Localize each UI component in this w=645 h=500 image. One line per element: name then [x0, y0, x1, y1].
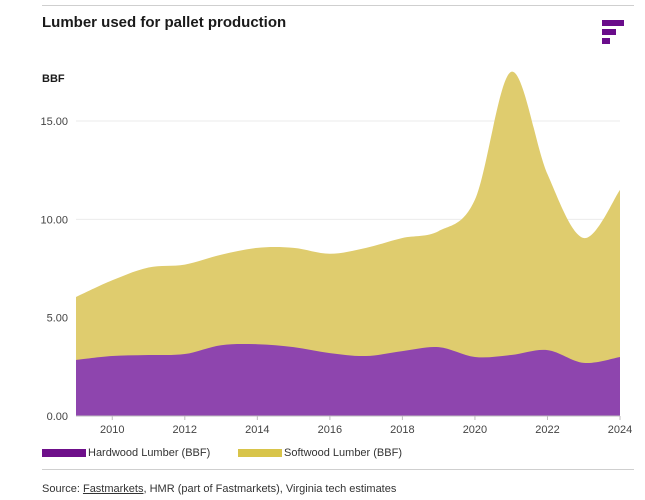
x-tick-label: 2012	[173, 424, 197, 436]
legend-label-hardwood: Hardwood Lumber (BBF)	[88, 447, 211, 459]
source-prefix: Source:	[42, 483, 83, 495]
bottom-divider	[42, 469, 634, 470]
y-axis-label: BBF	[42, 73, 65, 85]
legend-label-softwood: Softwood Lumber (BBF)	[284, 447, 402, 459]
area-series	[76, 71, 620, 416]
legend-swatch-softwood	[238, 449, 282, 457]
x-tick-label: 2022	[535, 424, 559, 436]
hardwood-area	[76, 343, 620, 416]
source-note: Source: Fastmarkets, HMR (part of Fastma…	[42, 483, 396, 495]
y-tick-label: 5.00	[47, 313, 68, 325]
fastmarkets-logo-icon	[602, 20, 624, 44]
legend-item-softwood: Softwood Lumber (BBF)	[238, 447, 402, 459]
y-tick-label: 15.00	[40, 116, 68, 128]
source-rest: , HMR (part of Fastmarkets), Virginia te…	[143, 483, 397, 495]
y-tick-label: 10.00	[40, 214, 68, 226]
top-divider	[42, 5, 634, 6]
x-tick-label: 2010	[100, 424, 124, 436]
source-link[interactable]: Fastmarkets	[82, 483, 144, 495]
x-tick-label: 2014	[245, 424, 269, 436]
stacked-area-chart: 0.00 5.00 10.00 15.00 2010 2012 2014 2016 2018 20…	[40, 71, 632, 436]
x-tick-label: 2016	[318, 424, 342, 436]
x-tick-label: 2020	[463, 424, 487, 436]
chart-title: Lumber used for pallet production	[42, 14, 287, 31]
softwood-area	[76, 71, 620, 416]
x-tick-label: 2018	[390, 424, 414, 436]
legend-swatch-hardwood	[42, 449, 86, 457]
x-tick-label: 2024	[608, 424, 632, 436]
axes: 0.00 5.00 10.00 15.00 2010 2012 2014 2016 2018 20…	[40, 116, 632, 436]
legend-item-hardwood: Hardwood Lumber (BBF)	[42, 447, 210, 459]
y-tick-label: 0.00	[47, 411, 68, 423]
